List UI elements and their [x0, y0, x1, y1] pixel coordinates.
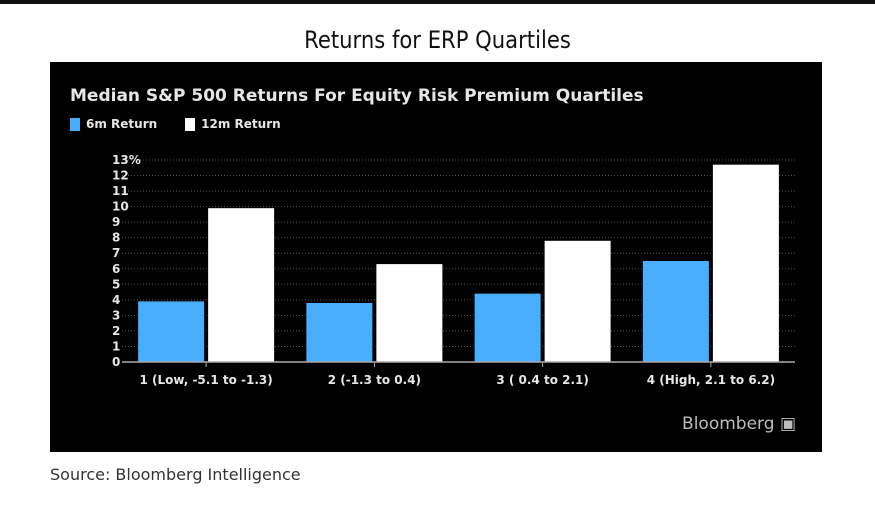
legend-swatch-12m — [185, 117, 196, 131]
legend-item-6m: 6m Return — [70, 117, 157, 131]
bar-12m — [712, 164, 779, 362]
bar-12m — [544, 240, 611, 362]
chart-title: Median S&P 500 Returns For Equity Risk P… — [70, 86, 644, 106]
x-tick-label: 1 (Low, -5.1 to -1.3) — [139, 373, 272, 387]
y-tick-label: 10 — [112, 200, 129, 214]
y-tick-label: 13% — [112, 153, 141, 167]
y-tick-label: 9 — [112, 215, 120, 229]
bar-6m — [306, 302, 373, 362]
bar-6m — [642, 261, 709, 362]
y-tick-label: 4 — [112, 293, 120, 307]
bar-12m — [376, 264, 443, 362]
legend-swatch-6m — [70, 117, 80, 131]
y-tick-label: 7 — [112, 246, 120, 260]
x-tick-label: 3 ( 0.4 to 2.1) — [496, 373, 589, 387]
y-tick-label: 8 — [112, 231, 120, 245]
brand-text: Bloomberg — [682, 414, 775, 434]
legend-label-6m: 6m Return — [86, 117, 158, 131]
y-tick-label: 11 — [112, 184, 129, 198]
y-tick-label: 12 — [112, 169, 129, 183]
bar-12m — [208, 208, 275, 362]
legend: 6m Return 12m Return — [70, 117, 281, 131]
y-tick-label: 2 — [112, 324, 120, 338]
bar-6m — [474, 293, 541, 362]
bloomberg-logo: Bloomberg ▣ — [682, 414, 796, 434]
legend-label-12m: 12m Return — [201, 117, 281, 131]
y-tick-label: 1 — [112, 339, 120, 353]
y-tick-label: 0 — [112, 355, 120, 369]
page-title: Returns for ERP Quartiles — [304, 26, 571, 54]
top-rule — [0, 0, 875, 4]
legend-item-12m: 12m Return — [185, 117, 281, 131]
x-tick-label: 2 (-1.3 to 0.4) — [328, 373, 421, 387]
x-tick-label: 4 (High, 2.1 to 6.2) — [647, 373, 775, 387]
source-note: Source: Bloomberg Intelligence — [50, 465, 301, 484]
bar-6m — [138, 301, 205, 362]
y-tick-label: 3 — [112, 308, 120, 322]
y-tick-label: 6 — [112, 262, 120, 276]
y-tick-label: 5 — [112, 277, 120, 291]
bloomberg-icon: ▣ — [779, 414, 796, 434]
chart-panel: Median S&P 500 Returns For Equity Risk P… — [50, 62, 822, 452]
